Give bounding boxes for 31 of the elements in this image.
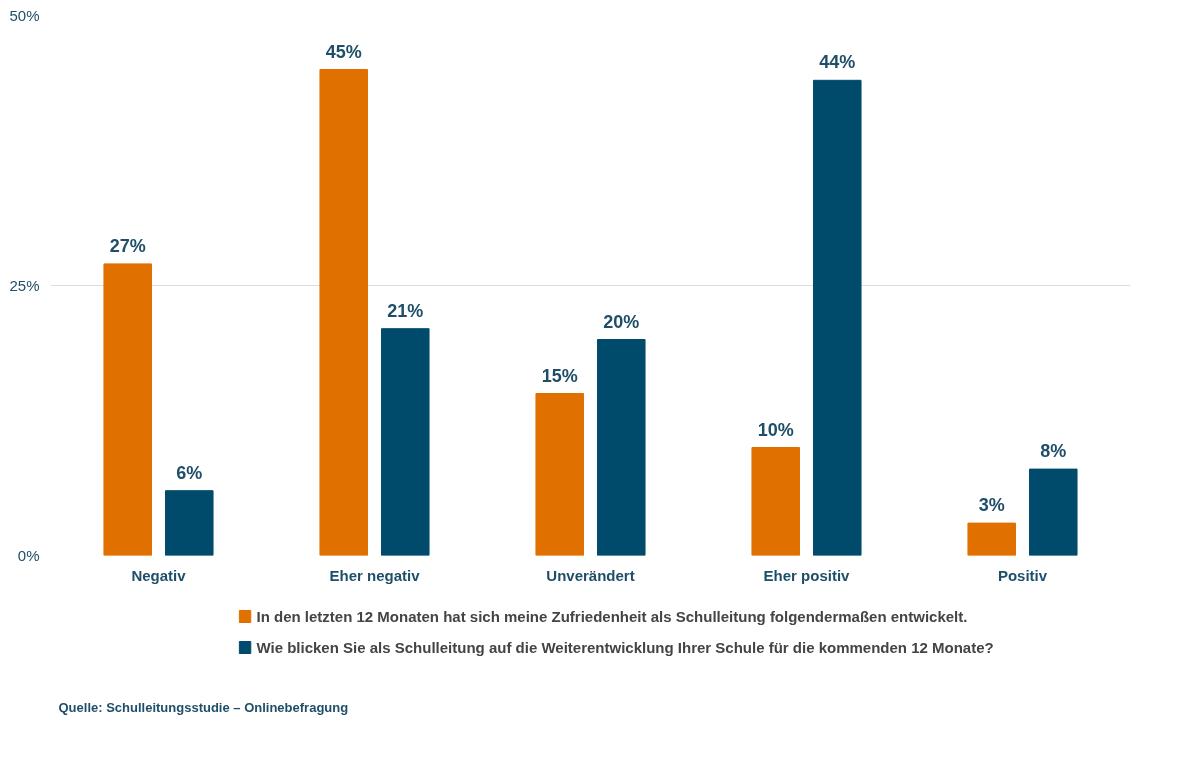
bar (319, 69, 368, 556)
bar (751, 447, 800, 556)
data-label: 44% (819, 52, 856, 73)
source-note: Quelle: Schulleitungsstudie – Onlinebefragung (58, 699, 349, 715)
data-label: 15% (541, 365, 578, 386)
data-label: 6% (176, 462, 203, 483)
x-tick-label: Eher negativ (329, 566, 421, 584)
data-label: 20% (603, 311, 640, 332)
legend-label: Wie blicken Sie als Schulleitung auf die Weiterentwicklung Ihrer Schule für die kommenden 12 Monate? (256, 639, 994, 656)
bar (165, 490, 214, 556)
x-tick-label: Positiv (997, 566, 1048, 584)
legend-label: In den letzten 12 Monaten hat sich meine Zufriedenheit als Schulleitung folgendermaßen entwickelt. (256, 608, 968, 625)
bar (381, 328, 430, 556)
bar (597, 339, 646, 556)
x-tick-label: Unverändert (546, 566, 635, 584)
bar (1029, 468, 1078, 556)
bar (103, 263, 152, 556)
bar (813, 79, 862, 556)
y-tick-label: 0% (17, 547, 40, 564)
y-tick-label: 50% (9, 7, 40, 24)
data-label: 21% (387, 300, 424, 321)
bar (535, 393, 584, 556)
y-tick-label: 25% (9, 277, 40, 294)
data-label: 10% (757, 419, 794, 440)
data-label: 45% (325, 41, 362, 62)
x-tick-label: Negativ (131, 566, 187, 584)
data-label: 27% (109, 235, 146, 256)
bar (967, 522, 1016, 556)
data-label: 3% (978, 495, 1005, 516)
data-label: 8% (1040, 441, 1067, 462)
x-tick-label: Eher positiv (763, 566, 851, 584)
